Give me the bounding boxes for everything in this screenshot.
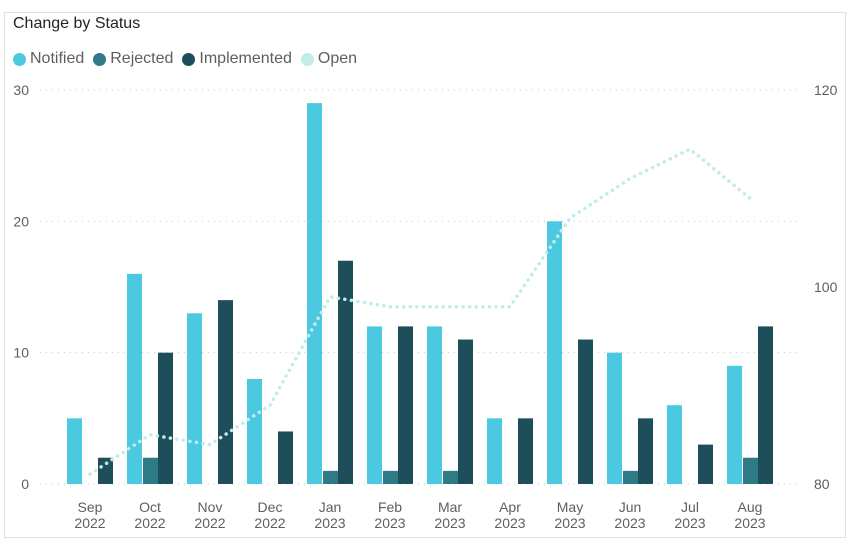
bar-notified-jul — [667, 405, 682, 484]
bar-implemented-jul — [698, 444, 713, 484]
bar-notified-mar — [427, 326, 442, 484]
bar-notified-dec — [247, 378, 262, 484]
y-left-tick-label: 20 — [13, 213, 29, 229]
x-tick-year: 2022 — [194, 515, 225, 531]
legend-dot-implemented — [182, 52, 196, 66]
bar-implemented-sep — [98, 457, 113, 484]
x-tick-year: 2022 — [134, 515, 165, 531]
y-left-tick-label: 30 — [13, 82, 29, 98]
x-tick-year: 2022 — [254, 515, 285, 531]
bar-notified-may — [547, 221, 562, 485]
bar-implemented-dec — [278, 431, 293, 484]
bar-implemented-nov — [218, 300, 233, 484]
x-tick-month: Dec — [258, 499, 283, 515]
x-tick-year: 2023 — [614, 515, 645, 531]
x-tick-month: Apr — [499, 499, 521, 515]
bar-implemented-mar — [458, 339, 473, 484]
chart-legend: Notified Rejected Implemented Open — [13, 50, 366, 68]
y-right-tick-label: 120 — [814, 82, 838, 98]
bar-notified-jun — [607, 352, 622, 484]
y-right-tick-label: 100 — [814, 279, 838, 295]
legend-item-implemented[interactable]: Implemented — [182, 50, 292, 68]
x-tick-month: Feb — [378, 499, 402, 515]
legend-label-rejected: Rejected — [110, 50, 174, 67]
x-tick-year: 2023 — [674, 515, 705, 531]
bar-rejected-oct — [143, 457, 158, 484]
bar-notified-jan — [307, 103, 322, 484]
legend-label-implemented: Implemented — [199, 50, 292, 67]
bar-notified-sep — [67, 418, 82, 484]
y-right-tick-label: 80 — [814, 476, 830, 492]
x-tick-year: 2023 — [554, 515, 585, 531]
x-tick-month: May — [557, 499, 583, 515]
x-tick-year: 2023 — [434, 515, 465, 531]
legend-item-notified[interactable]: Notified — [13, 50, 84, 68]
x-tick-year: 2023 — [734, 515, 765, 531]
bar-rejected-mar — [443, 470, 458, 484]
bar-notified-apr — [487, 418, 502, 484]
x-tick-year: 2023 — [494, 515, 525, 531]
legend-label-notified: Notified — [30, 50, 85, 67]
legend-item-rejected[interactable]: Rejected — [93, 50, 173, 68]
x-tick-year: 2022 — [74, 515, 105, 531]
legend-dot-notified — [13, 52, 26, 66]
bar-implemented-jun — [638, 418, 653, 484]
x-tick-month: Nov — [198, 499, 223, 515]
bar-notified-oct — [127, 273, 142, 484]
legend-label-open: Open — [317, 50, 358, 67]
bar-notified-aug — [727, 365, 742, 484]
x-tick-month: Mar — [438, 499, 462, 515]
x-tick-year: 2023 — [374, 515, 405, 531]
x-tick-month: Jun — [619, 499, 642, 515]
bar-notified-feb — [367, 326, 382, 484]
chart-title: Change by Status — [13, 15, 141, 32]
x-tick-month: Jul — [681, 499, 699, 515]
x-tick-month: Jan — [319, 499, 342, 515]
bar-implemented-feb — [398, 326, 413, 484]
x-tick-month: Sep — [78, 499, 103, 515]
bar-implemented-apr — [518, 418, 533, 484]
line-series-open — [88, 147, 752, 476]
bar-implemented-jan — [338, 260, 353, 484]
bar-implemented-may — [578, 339, 593, 484]
legend-dot-rejected — [93, 52, 107, 66]
bar-rejected-feb — [383, 470, 398, 484]
bar-implemented-oct — [158, 352, 173, 484]
x-tick-year: 2023 — [314, 515, 345, 531]
legend-dot-open — [300, 52, 314, 66]
bar-rejected-aug — [743, 457, 758, 484]
bar-notified-nov — [187, 313, 202, 484]
legend-item-open[interactable]: Open — [300, 50, 358, 68]
x-tick-month: Aug — [738, 499, 763, 515]
bar-implemented-aug — [758, 326, 773, 484]
y-left-tick-label: 10 — [13, 345, 29, 361]
bar-rejected-jun — [623, 470, 638, 484]
y-left-tick-label: 0 — [21, 476, 29, 492]
x-tick-month: Oct — [139, 499, 161, 515]
bar-rejected-jan — [323, 470, 338, 484]
